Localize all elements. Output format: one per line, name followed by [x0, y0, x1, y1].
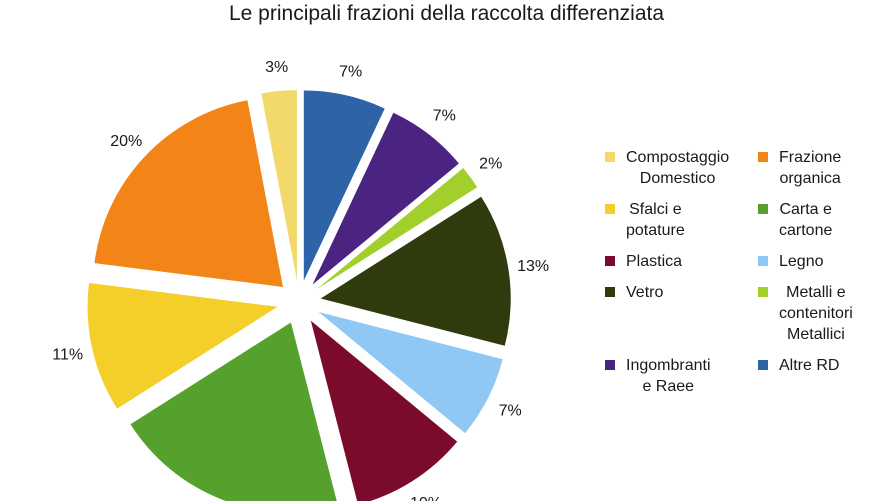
pie-slice-altre-rd	[303, 90, 385, 281]
legend-swatch	[758, 152, 768, 162]
data-label-altre-rd: 7%	[339, 64, 362, 81]
legend-item-carta-e-cartone: Carta e cartone	[758, 199, 890, 241]
pie-slice-sfalci-e-potature	[87, 282, 278, 409]
legend-label: Sfalci e potature	[626, 201, 685, 239]
legend-label: Carta e cartone	[779, 201, 833, 239]
data-label-frazione-organica: 20%	[110, 133, 142, 150]
legend-swatch	[758, 204, 768, 214]
legend-item-ingombranti-e-raee: Ingombranti e Raee	[605, 355, 758, 397]
legend-swatch	[758, 256, 768, 266]
legend-swatch	[605, 152, 615, 162]
legend-label: Compostaggio Domestico	[626, 149, 730, 187]
legend-item-metalli-e-contenitori-metallici: Metalli e contenitori Metallici	[758, 282, 890, 345]
legend-label: Vetro	[626, 284, 664, 301]
pie-slice-frazione-organica	[94, 100, 283, 287]
legend-item-compostaggio-domestico: Compostaggio Domestico	[605, 147, 758, 189]
legend-label: Frazione organica	[779, 149, 842, 187]
legend-label: Altre RD	[779, 357, 840, 374]
pie-slice-metalli-e-contenitori-metallici	[316, 167, 478, 290]
legend-label: Metalli e contenitori Metallici	[779, 284, 853, 343]
pie-slice-carta-e-cartone	[130, 322, 337, 501]
legend-item-sfalci-e-potature: Sfalci e potature	[605, 199, 758, 241]
legend-label: Plastica	[626, 253, 683, 270]
legend-swatch	[605, 287, 615, 297]
pie-slice-vetro	[320, 196, 511, 346]
data-label-vetro: 13%	[517, 258, 549, 275]
data-label-metalli-e-contenitori-metallici: 2%	[479, 156, 502, 173]
legend-item-altre-rd: Altre RD	[758, 355, 890, 397]
legend-swatch	[605, 204, 615, 214]
chart-legend: Compostaggio Domestico Frazione organica S…	[605, 147, 890, 397]
data-label-plastica: 10%	[410, 495, 442, 501]
legend-label: Legno	[779, 253, 824, 270]
legend-swatch	[605, 256, 615, 266]
chart-title: Le principali frazioni della raccolta di…	[228, 2, 665, 25]
legend-swatch	[605, 360, 615, 370]
data-label-compostaggio-domestico: 3%	[265, 59, 288, 76]
data-label-sfalci-e-potature: 11%	[52, 347, 83, 364]
pie-slice-legno	[318, 311, 503, 434]
legend-item-frazione-organica: Frazione organica	[758, 147, 890, 189]
pie-slice-plastica	[310, 320, 458, 501]
data-label-ingombranti-e-raee: 7%	[433, 108, 456, 125]
legend-item-legno: Legno	[758, 251, 890, 272]
pie-slice-ingombranti-e-raee	[312, 112, 459, 285]
data-label-legno: 7%	[499, 403, 522, 420]
legend-label: Ingombranti e Raee	[626, 357, 711, 395]
legend-item-plastica: Plastica	[605, 251, 758, 272]
legend-item-vetro: Vetro	[605, 282, 758, 345]
legend-swatch	[758, 287, 768, 297]
legend-swatch	[758, 360, 768, 370]
pie-slice-compostaggio-domestico	[261, 90, 297, 281]
